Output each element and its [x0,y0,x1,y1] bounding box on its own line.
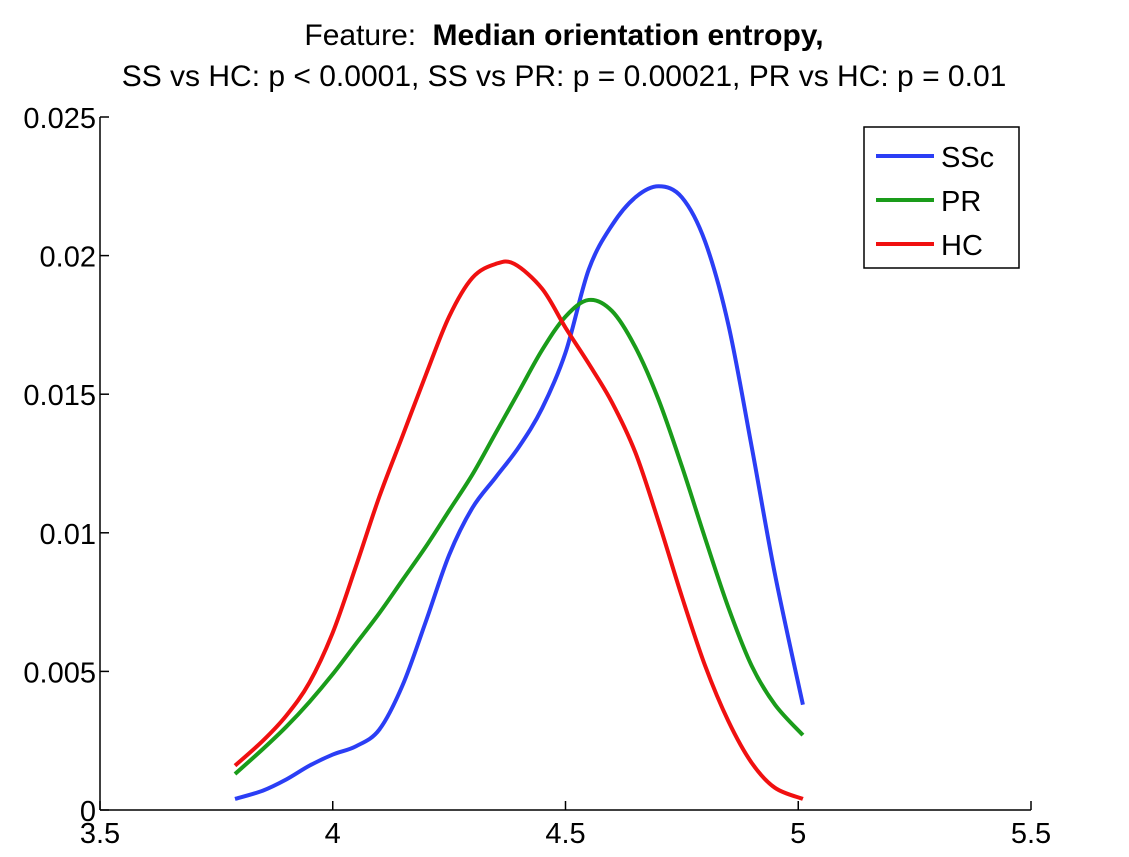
y-tick-label: 0.02 [40,242,96,274]
y-tick-label: 0.01 [40,519,96,551]
legend-label-pr: PR [941,186,981,218]
y-tick-label: 0 [80,796,96,828]
legend: SSc PR HC [863,126,1020,269]
series-line-ssc [234,184,805,801]
chart-title-bold: Median orientation entropy, [432,19,823,52]
chart-title-prefix: Feature: [304,19,416,52]
y-tick-label: 0.025 [23,103,96,135]
x-tick-label: 5.5 [1011,818,1051,850]
x-tick-label: 4.5 [545,818,585,850]
series-lines [233,184,805,801]
x-tick-label: 3.5 [80,818,120,850]
chart-title: Feature: Median orientation entropy, [304,19,823,52]
legend-label-hc: HC [941,230,983,262]
series-line-pr [233,297,805,776]
y-tick-label: 0.015 [23,380,96,412]
y-tick-label: 0.005 [23,657,96,689]
x-tick-label: 4 [325,818,341,850]
x-axis-ticks: 3.5 4 4.5 5 5.5 [80,801,1051,850]
legend-label-ssc: SSc [941,142,994,174]
chart-subtitle: SS vs HC: p < 0.0001, SS vs PR: p = 0.00… [122,60,1007,93]
series-line-hc [233,259,804,801]
x-tick-label: 5 [790,818,806,850]
y-axis-ticks: 0 0.005 0.01 0.015 0.02 0.025 [23,103,109,828]
